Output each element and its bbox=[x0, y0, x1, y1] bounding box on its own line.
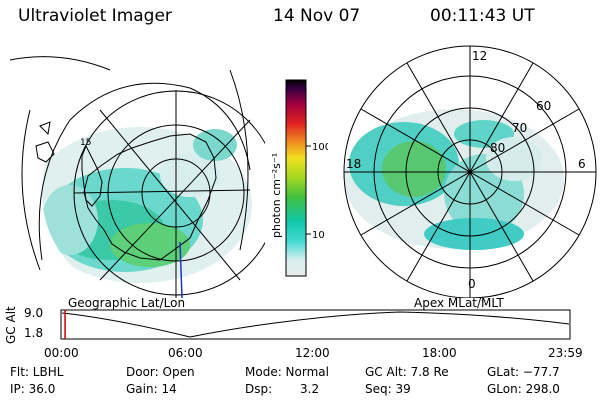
geo-aurora-image bbox=[42, 127, 252, 283]
polar-aurora-image bbox=[344, 109, 564, 250]
sensor-track-line bbox=[179, 241, 183, 298]
mode-status: Mode: Normal bbox=[245, 365, 329, 379]
mlat-label-70: 70 bbox=[512, 121, 527, 135]
mlt-label-18: 18 bbox=[346, 157, 361, 171]
time-tick-2359: 23:59 bbox=[548, 346, 583, 360]
glat-status: GLat: −77.7 bbox=[487, 365, 560, 379]
time-tick-0600: 06:00 bbox=[168, 346, 203, 360]
altitude-plot bbox=[60, 309, 571, 340]
door-status: Door: Open bbox=[126, 365, 195, 379]
peninsula-coastline bbox=[81, 144, 103, 207]
polar-grid bbox=[343, 45, 597, 298]
mlt-label-12: 12 bbox=[472, 49, 487, 63]
altitude-axis-label: GC Alt bbox=[4, 306, 18, 344]
mlt-label-6: 6 bbox=[578, 157, 586, 171]
altitude-tick-high: 9.0 bbox=[24, 306, 44, 320]
sequence-status: Seq: 39 bbox=[365, 382, 411, 396]
gain-status: Gain: 14 bbox=[126, 382, 177, 396]
colorbar: 100 10 photon cm⁻²s⁻¹ bbox=[270, 79, 328, 277]
island-coastline bbox=[39, 121, 51, 136]
glon-status: GLon: 298.0 bbox=[487, 382, 560, 396]
time-tick-1200: 12:00 bbox=[295, 346, 330, 360]
south-america-coastline bbox=[35, 141, 55, 163]
colorbar-tick-10: 10 bbox=[312, 230, 325, 241]
polar-map: 12 18 6 0 60 70 80 bbox=[343, 45, 597, 298]
instrument-title: Ultraviolet Imager bbox=[18, 6, 172, 26]
time-tick-1800: 18:00 bbox=[422, 346, 457, 360]
dsp-value: 3.2 bbox=[300, 382, 320, 396]
observation-time: 00:11:43 UT bbox=[430, 6, 535, 26]
observation-date: 14 Nov 07 bbox=[273, 6, 361, 26]
fov-boundary bbox=[38, 82, 251, 261]
mlat-label-80: 80 bbox=[490, 141, 505, 155]
colorbar-tick-100: 100 bbox=[312, 142, 328, 153]
polar-map-label: Apex MLat/MLT bbox=[414, 296, 504, 310]
colorbar-gradient bbox=[285, 79, 307, 277]
mlat-label-60: 60 bbox=[536, 99, 551, 113]
ip-status: IP: 36.0 bbox=[10, 382, 56, 396]
altitude-curve bbox=[61, 311, 570, 338]
antarctica-coastline bbox=[83, 133, 217, 261]
geographic-map: 15 bbox=[9, 56, 265, 298]
colorbar-unit-label: photon cm⁻²s⁻¹ bbox=[270, 153, 283, 238]
time-tick-0000: 00:00 bbox=[44, 346, 79, 360]
dsp-label: Dsp: bbox=[245, 382, 273, 396]
geo-marker-label: 15 bbox=[80, 138, 91, 148]
altitude-tick-low: 1.8 bbox=[24, 326, 44, 340]
filter-status: Flt: LBHL bbox=[10, 365, 64, 379]
mlt-label-0: 0 bbox=[468, 277, 476, 291]
altitude-plot-frame bbox=[60, 309, 571, 340]
geo-map-label: Geographic Lat/Lon bbox=[68, 296, 186, 310]
gc-alt-status: GC Alt: 7.8 Re bbox=[365, 365, 449, 379]
geo-grid bbox=[9, 56, 265, 298]
